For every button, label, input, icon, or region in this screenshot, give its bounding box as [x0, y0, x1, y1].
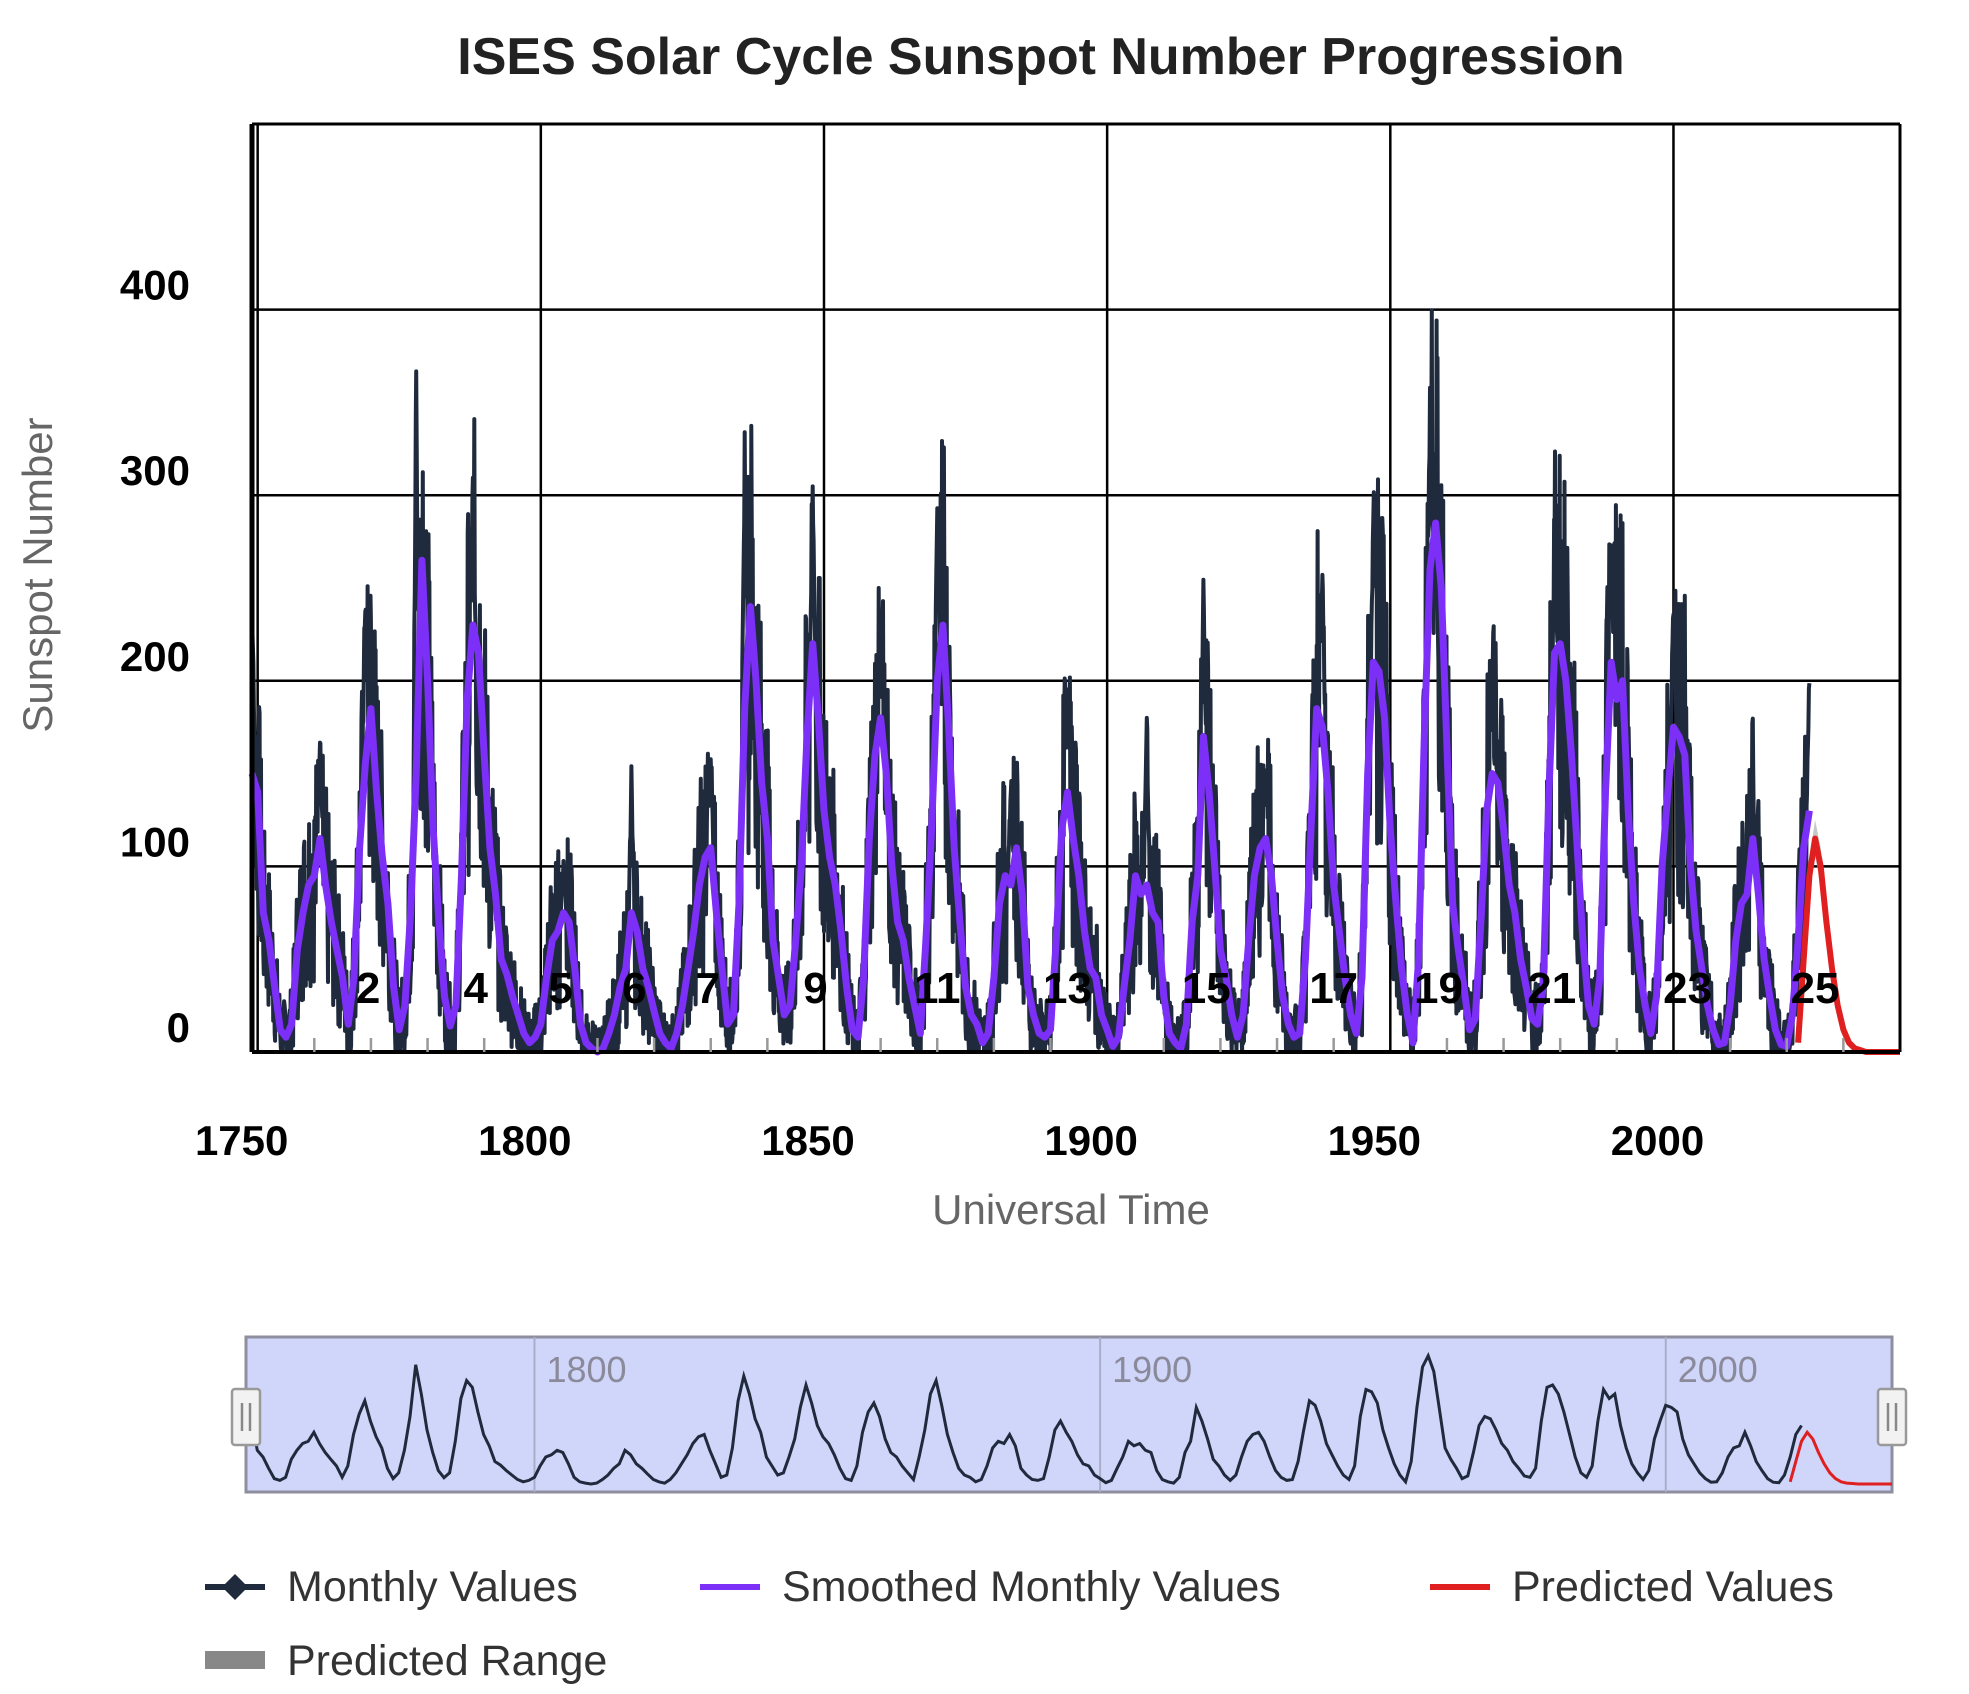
navigator-predicted-line — [1788, 1429, 1892, 1486]
navigator-tick-label: 2000 — [1678, 1349, 1758, 1390]
series-smoothed-monthly-values — [248, 519, 1813, 1056]
y-tick-label: 0 — [167, 1004, 190, 1051]
cycle-label: 23 — [1663, 964, 1712, 1013]
y-tick-label: 100 — [120, 818, 190, 865]
cycle-label: 25 — [1791, 964, 1840, 1013]
legend-item[interactable]: Predicted Values — [1430, 1563, 1834, 1611]
cycle-label: 4 — [463, 964, 488, 1013]
x-tick-label: 1900 — [1044, 1117, 1137, 1164]
grid — [252, 124, 1900, 1052]
handle-body — [230, 1387, 262, 1447]
cycle-label: 2 — [356, 964, 380, 1013]
chart-title: ISES Solar Cycle Sunspot Number Progress… — [457, 28, 1624, 86]
navigator-tick-label: 1800 — [546, 1349, 626, 1390]
y-axis-ticks: 0 100 200 300 400 — [120, 262, 190, 1051]
x-axis-ticks: 1750 1800 1850 1900 1950 2000 — [195, 1117, 1704, 1164]
y-tick-label: 200 — [120, 633, 190, 680]
navigator-window — [244, 1335, 1894, 1494]
cycle-label: 6 — [622, 964, 646, 1013]
cycle-label: 5 — [548, 964, 572, 1013]
cycle-label: 7 — [696, 964, 720, 1013]
cycle-labels: 2 4 5 6 7 9 11 13 15 17 19 21 23 25 — [356, 964, 1840, 1013]
x-tick-label: 2000 — [1611, 1117, 1704, 1164]
cycle-label: 13 — [1043, 964, 1092, 1013]
y-axis-title: Sunspot Number — [14, 417, 61, 732]
x-tick-label: 1850 — [761, 1117, 854, 1164]
legend-item[interactable]: Predicted Range — [205, 1637, 607, 1685]
x-axis-title: Universal Time — [932, 1186, 1210, 1233]
cycle-label: 21 — [1527, 964, 1576, 1013]
plot-frame — [249, 122, 1902, 1054]
y-tick-label: 400 — [120, 262, 190, 309]
x-tick-label: 1800 — [478, 1117, 571, 1164]
legend-label: Predicted Values — [1512, 1563, 1834, 1611]
legend: Monthly Values Smoothed Monthly Values Pre… — [205, 1563, 1834, 1685]
legend-label: Monthly Values — [287, 1563, 578, 1611]
cycle-label: 19 — [1414, 964, 1463, 1013]
cycle-label: 17 — [1309, 964, 1358, 1013]
legend-label: Smoothed Monthly Values — [782, 1563, 1281, 1611]
legend-label: Predicted Range — [287, 1637, 607, 1685]
predicted-values-line — [1795, 835, 1900, 1055]
cycle-label: 11 — [914, 964, 961, 1013]
smoothed-monthly-values-line — [248, 519, 1813, 1056]
cycle-label: 9 — [803, 964, 827, 1013]
cycle-label: 15 — [1182, 964, 1231, 1013]
navigator-handle-left[interactable] — [230, 1387, 262, 1447]
navigator-monthly-line — [245, 1352, 1803, 1486]
y-tick-label: 300 — [120, 447, 190, 494]
navigator-handle-right[interactable] — [1876, 1387, 1908, 1447]
legend-item[interactable]: Smoothed Monthly Values — [700, 1563, 1281, 1611]
legend-band-symbol — [205, 1651, 265, 1669]
legend-diamond-symbol — [222, 1574, 248, 1600]
legend-item[interactable]: Monthly Values — [205, 1563, 578, 1611]
navigator-tick-label: 1900 — [1112, 1349, 1192, 1390]
x-tick-label: 1750 — [195, 1117, 288, 1164]
series-predicted-values — [1795, 835, 1900, 1055]
handle-body — [1876, 1387, 1908, 1447]
x-tick-label: 1950 — [1328, 1117, 1421, 1164]
range-navigator[interactable]: 1800 1900 2000 — [230, 1335, 1908, 1494]
